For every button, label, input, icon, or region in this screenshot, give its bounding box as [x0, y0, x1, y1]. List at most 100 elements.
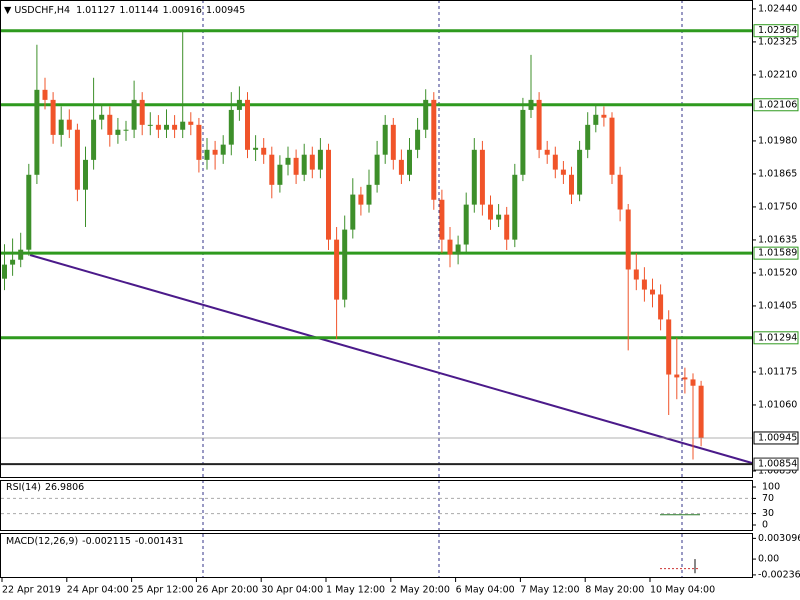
candle-body — [536, 99, 542, 150]
candle-body — [10, 259, 16, 265]
candle-body — [285, 157, 291, 165]
candle-body — [212, 149, 218, 155]
candle-body — [682, 377, 688, 380]
candle-body — [415, 129, 421, 150]
candle-body — [50, 99, 56, 135]
macd-name: MACD(12,26,9) — [6, 536, 78, 547]
candle-body — [301, 154, 307, 175]
candle-body — [658, 294, 664, 320]
candle-body — [317, 149, 323, 170]
candle-body — [220, 144, 226, 155]
candle-body — [666, 319, 672, 375]
candle-body — [164, 124, 169, 130]
trend-line — [29, 254, 753, 464]
y-tick-label: 1.01060 — [758, 399, 797, 410]
candle-body — [326, 149, 331, 240]
candle-body — [390, 124, 396, 160]
candle-body — [569, 174, 574, 195]
candle-body — [463, 204, 469, 245]
candle-body — [544, 149, 550, 155]
high-value: 1.01144 — [119, 5, 158, 16]
x-tick-label: 7 May 12:00 — [520, 585, 579, 596]
current-price-box — [753, 431, 799, 445]
macd-tick-label: 0.00 — [758, 554, 779, 565]
candle-body — [350, 194, 356, 230]
level-label-box — [753, 331, 799, 345]
macd-signal: -0.001431 — [135, 536, 184, 547]
candle-body — [431, 99, 437, 200]
candle-body — [261, 147, 267, 155]
candle-body — [99, 114, 105, 120]
candle-body — [334, 239, 340, 300]
candle-body — [188, 121, 194, 125]
candle-body — [585, 124, 591, 150]
rsi-pane-frame — [0, 480, 753, 531]
candle-body — [552, 154, 558, 170]
candle-body — [34, 89, 40, 175]
candle-body — [269, 154, 275, 185]
level-label-box — [753, 246, 799, 260]
level-label: 1.00854 — [758, 459, 797, 470]
level-label-box — [753, 98, 799, 112]
y-tick-label: 1.00830 — [758, 465, 797, 476]
candle-body — [439, 199, 445, 240]
x-tick-label: 10 May 04:00 — [650, 585, 715, 596]
y-tick-label: 1.01980 — [758, 135, 797, 146]
candle-body — [245, 99, 250, 150]
x-tick-label: 8 May 20:00 — [585, 585, 644, 596]
candle-body — [293, 157, 299, 175]
x-tick-label: 26 Apr 20:00 — [196, 585, 258, 596]
candle-body — [479, 149, 485, 205]
candle-body — [528, 99, 534, 110]
candle-body — [641, 279, 647, 290]
x-tick-label: 24 Apr 04:00 — [67, 585, 129, 596]
rsi-tick-label: 30 — [762, 508, 774, 519]
current-price-label: 1.00945 — [758, 432, 797, 443]
candle-body — [228, 109, 234, 145]
candle-body — [236, 99, 242, 110]
candle-body — [690, 379, 696, 386]
candle-body — [447, 239, 453, 255]
x-tick-label: 2 May 20:00 — [391, 585, 450, 596]
candle-body — [374, 154, 380, 185]
candle-body — [74, 129, 80, 190]
candle-body — [520, 109, 526, 175]
candle-body — [488, 204, 493, 220]
y-tick-label: 1.01520 — [758, 267, 797, 278]
macd-tick-label: -0.002368 — [758, 569, 800, 580]
candle-body — [471, 149, 477, 205]
close-value: 1.00945 — [206, 5, 245, 16]
macd-pane-frame — [0, 533, 753, 578]
rsi-tick-label: 0 — [762, 520, 768, 531]
candle-body — [26, 174, 32, 250]
candle-body — [358, 194, 364, 205]
candle-body — [42, 89, 48, 100]
candle-body — [180, 121, 186, 130]
rsi-name: RSI(14) — [6, 482, 41, 493]
candle-body — [123, 129, 129, 131]
collapse-icon: ▼ — [4, 5, 14, 16]
y-tick-label: 1.02325 — [758, 36, 797, 47]
candle-body — [253, 147, 259, 150]
candle-body — [83, 159, 88, 190]
symbol: USDCHF,H4 — [14, 5, 70, 16]
candle-body — [617, 174, 623, 210]
candle-body — [2, 264, 7, 279]
y-tick-label: 1.01175 — [758, 366, 797, 377]
y-tick-label: 1.01750 — [758, 201, 797, 212]
candle-body — [139, 99, 145, 125]
level-label: 1.02106 — [758, 99, 797, 110]
candle-body — [601, 114, 607, 118]
candle-body — [196, 124, 202, 160]
candle-body — [277, 164, 283, 185]
level-label: 1.01294 — [758, 332, 797, 343]
candle-body — [18, 249, 24, 260]
candle-body — [577, 149, 583, 195]
candle-body — [625, 209, 631, 270]
x-tick-label: 22 Apr 2019 — [2, 585, 61, 596]
candle-body — [512, 174, 518, 240]
macd-tick-label: 0.003096 — [758, 533, 800, 544]
y-tick-label: 1.01865 — [758, 168, 797, 179]
